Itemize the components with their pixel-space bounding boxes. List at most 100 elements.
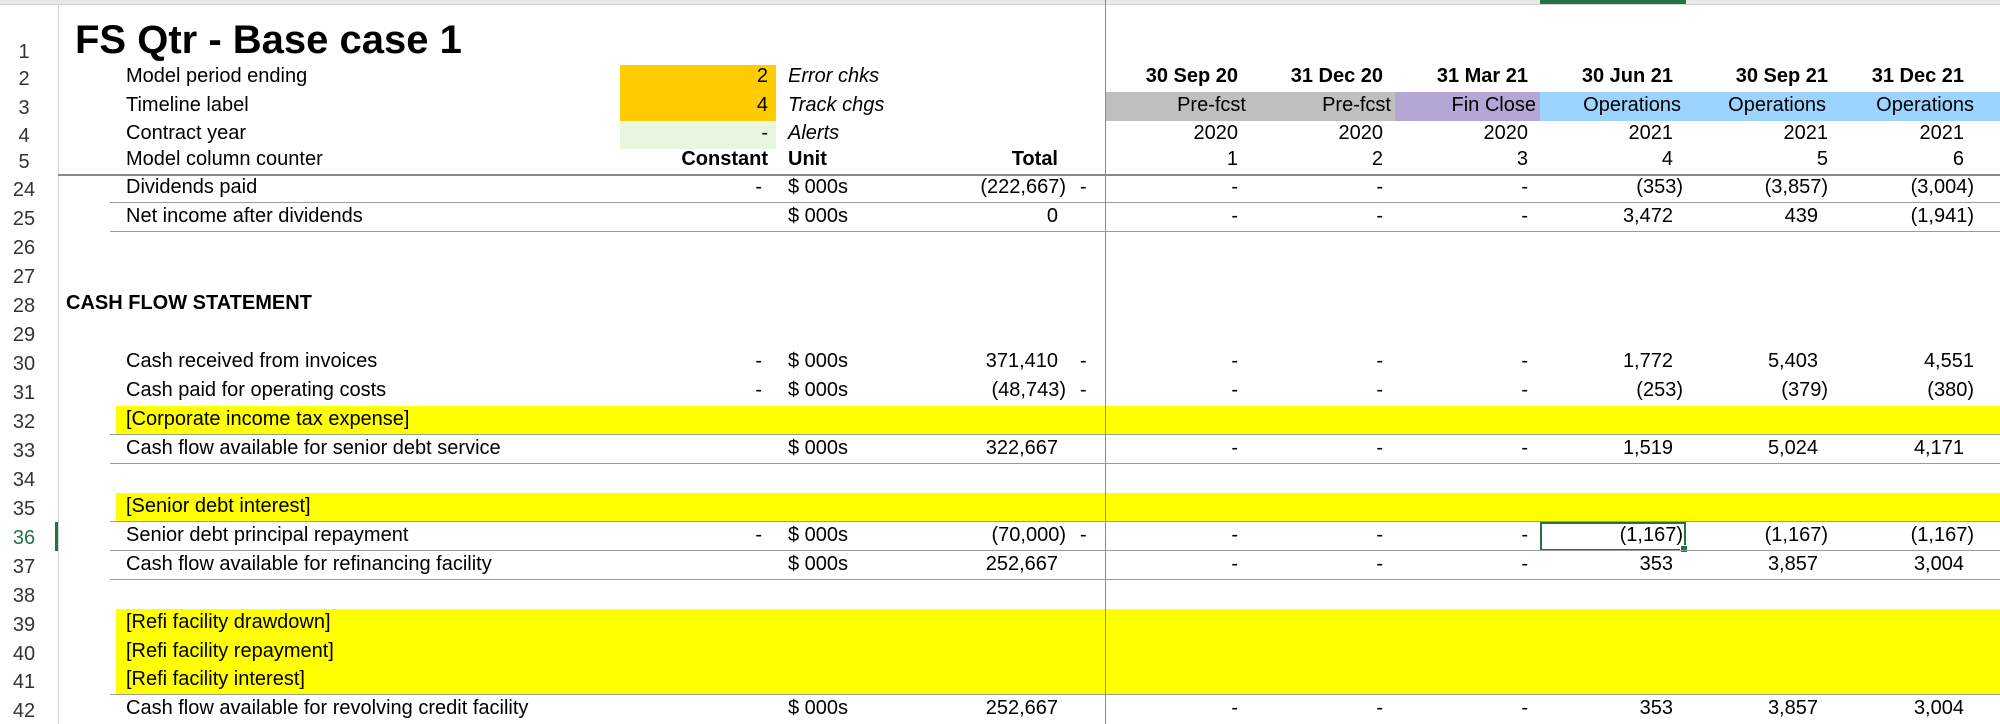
unit-cell[interactable]: $ 000s xyxy=(788,553,849,575)
value-cell[interactable]: 1,772 xyxy=(1622,350,1673,372)
total-cell[interactable]: 252,667 xyxy=(985,697,1058,719)
value-cell[interactable]: - xyxy=(1521,437,1528,459)
counter-1[interactable]: 1 xyxy=(1226,148,1238,170)
unit-cell[interactable]: $ 000s xyxy=(788,379,849,401)
timeline-label-value[interactable]: 4 xyxy=(756,94,768,116)
total-cell[interactable]: 252,667 xyxy=(985,553,1058,575)
constant-cell[interactable]: - xyxy=(755,176,762,198)
value-cell[interactable]: - xyxy=(1231,176,1238,198)
unit-cell[interactable]: $ 000s xyxy=(788,176,849,198)
label-model-column-counter[interactable]: Model column counter xyxy=(126,148,323,170)
sheet-title[interactable]: FS Qtr - Base case 1 xyxy=(75,18,462,62)
label-senior-debt-interest[interactable]: [Senior debt interest] xyxy=(126,495,311,517)
value-cell[interactable]: (1,167) xyxy=(1910,524,1974,546)
track-changes-label[interactable]: Track chgs xyxy=(788,94,885,116)
constant-cell[interactable]: - xyxy=(755,379,762,401)
value-cell[interactable]: - xyxy=(1376,437,1383,459)
contract-year-value[interactable]: - xyxy=(761,122,768,144)
period-date-6[interactable]: 31 Dec 21 xyxy=(1871,65,1964,87)
check-cell[interactable]: - xyxy=(1080,379,1087,401)
error-checks-label[interactable]: Error chks xyxy=(788,65,880,87)
label-contract-year[interactable]: Contract year xyxy=(126,122,247,144)
label-cash-received-invoices[interactable]: Cash received from invoices xyxy=(126,350,378,372)
label-senior-debt-principal[interactable]: Senior debt principal repayment xyxy=(126,524,409,546)
value-cell[interactable]: - xyxy=(1231,437,1238,459)
row-number[interactable]: 33 xyxy=(12,440,36,462)
period-label-2[interactable]: Pre-fcst xyxy=(1322,94,1391,116)
row-number[interactable]: 36 xyxy=(12,527,36,549)
row-number[interactable]: 2 xyxy=(18,68,30,90)
total-header[interactable]: Total xyxy=(1011,148,1058,170)
constant-cell[interactable]: - xyxy=(755,350,762,372)
label-refi-interest[interactable]: [Refi facility interest] xyxy=(126,668,305,690)
constant-cell[interactable]: - xyxy=(755,524,762,546)
value-cell[interactable]: 4,551 xyxy=(1923,350,1974,372)
period-year-1[interactable]: 2020 xyxy=(1193,122,1239,144)
label-corporate-income-tax[interactable]: [Corporate income tax expense] xyxy=(126,408,410,430)
value-cell[interactable]: - xyxy=(1231,553,1238,575)
row-number[interactable]: 32 xyxy=(12,411,36,433)
row-number[interactable]: 24 xyxy=(12,179,36,201)
value-cell[interactable]: 3,857 xyxy=(1767,697,1818,719)
fill-handle[interactable] xyxy=(1680,545,1688,553)
period-year-2[interactable]: 2020 xyxy=(1338,122,1384,144)
value-cell[interactable]: 353 xyxy=(1639,697,1673,719)
value-cell[interactable]: - xyxy=(1521,553,1528,575)
check-cell[interactable]: - xyxy=(1080,350,1087,372)
value-cell[interactable]: - xyxy=(1521,379,1528,401)
value-cell[interactable]: 439 xyxy=(1784,205,1818,227)
row-number[interactable]: 39 xyxy=(12,614,36,636)
counter-5[interactable]: 5 xyxy=(1816,148,1828,170)
value-cell[interactable]: 353 xyxy=(1639,553,1673,575)
value-cell[interactable]: - xyxy=(1376,553,1383,575)
label-cfads-senior-debt[interactable]: Cash flow available for senior debt serv… xyxy=(126,437,501,459)
value-cell[interactable]: - xyxy=(1376,350,1383,372)
unit-cell[interactable]: $ 000s xyxy=(788,205,849,227)
total-cell[interactable]: 322,667 xyxy=(985,437,1058,459)
value-cell[interactable]: - xyxy=(1521,176,1528,198)
period-date-2[interactable]: 31 Dec 20 xyxy=(1290,65,1383,87)
value-cell[interactable]: - xyxy=(1231,697,1238,719)
period-label-1[interactable]: Pre-fcst xyxy=(1177,94,1246,116)
total-cell[interactable]: 0 xyxy=(1046,205,1058,227)
total-cell[interactable]: (48,743) xyxy=(991,379,1067,401)
row-number[interactable]: 41 xyxy=(12,671,36,693)
row-number[interactable]: 35 xyxy=(12,498,36,520)
row-number[interactable]: 38 xyxy=(12,585,36,607)
value-cell[interactable]: - xyxy=(1521,205,1528,227)
value-cell[interactable]: (379) xyxy=(1781,379,1828,401)
counter-4[interactable]: 4 xyxy=(1661,148,1673,170)
value-cell[interactable]: - xyxy=(1521,524,1528,546)
value-cell[interactable]: (3,857) xyxy=(1764,176,1828,198)
row-number[interactable]: 4 xyxy=(18,125,30,147)
unit-cell[interactable]: $ 000s xyxy=(788,524,849,546)
period-year-3[interactable]: 2020 xyxy=(1483,122,1529,144)
period-date-1[interactable]: 30 Sep 20 xyxy=(1145,65,1238,87)
row-number[interactable]: 37 xyxy=(12,556,36,578)
row-number[interactable]: 40 xyxy=(12,643,36,665)
period-year-6[interactable]: 2021 xyxy=(1919,122,1965,144)
value-cell[interactable]: - xyxy=(1231,524,1238,546)
row-number[interactable]: 25 xyxy=(12,208,36,230)
period-label-5[interactable]: Operations xyxy=(1728,94,1826,116)
label-model-period-ending[interactable]: Model period ending xyxy=(126,65,308,87)
row-number[interactable]: 26 xyxy=(12,237,36,259)
unit-cell[interactable]: $ 000s xyxy=(788,697,849,719)
label-refi-repayment[interactable]: [Refi facility repayment] xyxy=(126,640,334,662)
label-cf-refinancing[interactable]: Cash flow available for refinancing faci… xyxy=(126,553,492,575)
row-number[interactable]: 3 xyxy=(18,97,30,119)
total-cell[interactable]: 371,410 xyxy=(985,350,1058,372)
unit-cell[interactable]: $ 000s xyxy=(788,350,849,372)
value-cell[interactable]: (380) xyxy=(1927,379,1974,401)
check-cell[interactable]: - xyxy=(1080,524,1087,546)
row-number[interactable]: 30 xyxy=(12,353,36,375)
label-net-income-after-dividends[interactable]: Net income after dividends xyxy=(126,205,363,227)
counter-3[interactable]: 3 xyxy=(1516,148,1528,170)
row-number[interactable]: 29 xyxy=(12,324,36,346)
value-cell[interactable]: 3,004 xyxy=(1913,697,1964,719)
constant-header[interactable]: Constant xyxy=(681,148,768,170)
row-number[interactable]: 1 xyxy=(18,41,30,63)
period-label-6[interactable]: Operations xyxy=(1876,94,1974,116)
alerts-label[interactable]: Alerts xyxy=(788,122,840,144)
section-heading-cash-flow[interactable]: CASH FLOW STATEMENT xyxy=(66,292,312,314)
